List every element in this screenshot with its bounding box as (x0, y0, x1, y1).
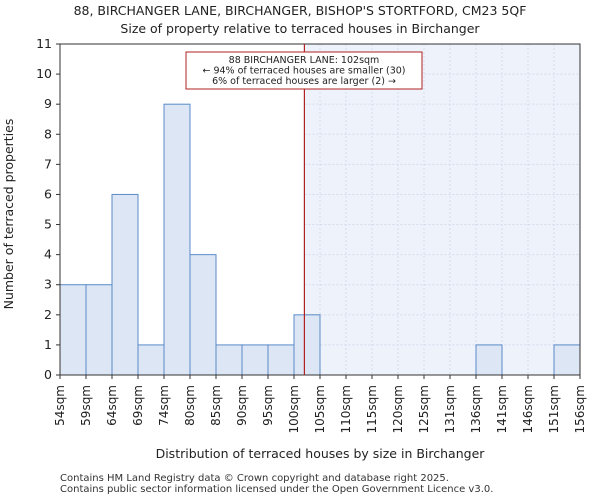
x-tick-label: 151sqm (547, 385, 561, 433)
x-tick-label: 120sqm (391, 385, 405, 433)
x-tick-label: 131sqm (443, 385, 457, 433)
y-tick-label: 0 (44, 367, 52, 382)
y-tick-label: 4 (44, 247, 52, 262)
x-tick-label: 54sqm (53, 385, 67, 426)
annotation-line-2: ← 94% of terraced houses are smaller (30… (202, 66, 405, 77)
x-axis-label: Distribution of terraced houses by size … (156, 446, 486, 461)
footer: Contains HM Land Registry data © Crown c… (60, 473, 493, 495)
x-tick-label: 141sqm (495, 385, 509, 433)
bar-69sqm (137, 344, 165, 376)
bar-59sqm (85, 284, 113, 376)
bar-85sqm (215, 344, 243, 376)
x-tick-label: 59sqm (79, 385, 93, 426)
x-tick-label: 85sqm (209, 385, 223, 426)
x-tick-label: 125sqm (417, 385, 431, 433)
x-tick-label: 80sqm (183, 385, 197, 426)
x-tick-label: 95sqm (261, 385, 275, 426)
annotation-box (185, 51, 423, 90)
chart-title: 88, BIRCHANGER LANE, BIRCHANGER, BISHOP'… (73, 3, 527, 18)
y-tick-label: 5 (44, 217, 52, 232)
chart-title-block: 88, BIRCHANGER LANE, BIRCHANGER, BISHOP'… (0, 2, 600, 38)
y-tick-label: 3 (44, 277, 52, 292)
bar-95sqm (267, 344, 295, 376)
bar-54sqm (59, 284, 87, 376)
x-tick-label: 110sqm (339, 385, 353, 433)
y-tick-label: 7 (44, 156, 52, 171)
y-tick-label: 10 (36, 66, 52, 81)
bar-136sqm (475, 344, 503, 376)
footer-line-1: Contains HM Land Registry data © Crown c… (60, 473, 449, 484)
y-tick-label: 9 (44, 96, 52, 111)
larger-region-highlight (304, 44, 580, 375)
x-tick-label: 146sqm (521, 385, 535, 433)
y-tick-label: 6 (44, 186, 52, 201)
x-tick-label: 136sqm (469, 385, 483, 433)
x-tick-label: 105sqm (313, 385, 327, 433)
x-tick-label: 64sqm (105, 385, 119, 426)
bar-90sqm (241, 344, 269, 376)
x-tick-label: 90sqm (235, 385, 249, 426)
y-axis-label: Number of terraced properties (1, 119, 16, 310)
annotation-line-1: 88 BIRCHANGER LANE: 102sqm (229, 55, 380, 66)
x-tick-label: 100sqm (287, 385, 301, 433)
y-tick-label: 2 (44, 307, 52, 322)
y-tick-label: 1 (44, 337, 52, 352)
x-tick-label: 74sqm (157, 385, 171, 426)
bar-151sqm (553, 344, 581, 376)
chart-subtitle: Size of property relative to terraced ho… (120, 21, 480, 36)
y-tick-label: 8 (44, 126, 52, 141)
x-tick-label: 156sqm (573, 385, 587, 433)
annotation-line-3: 6% of terraced houses are larger (2) → (212, 76, 396, 87)
bar-100sqm (293, 314, 321, 376)
bar-80sqm (189, 254, 217, 376)
bar-64sqm (111, 193, 139, 376)
x-tick-label: 115sqm (365, 385, 379, 433)
x-tick-label: 69sqm (131, 385, 145, 426)
footer-line-2: Contains public sector information licen… (60, 484, 494, 495)
y-tick-label: 11 (36, 36, 52, 51)
bar-74sqm (163, 103, 191, 376)
